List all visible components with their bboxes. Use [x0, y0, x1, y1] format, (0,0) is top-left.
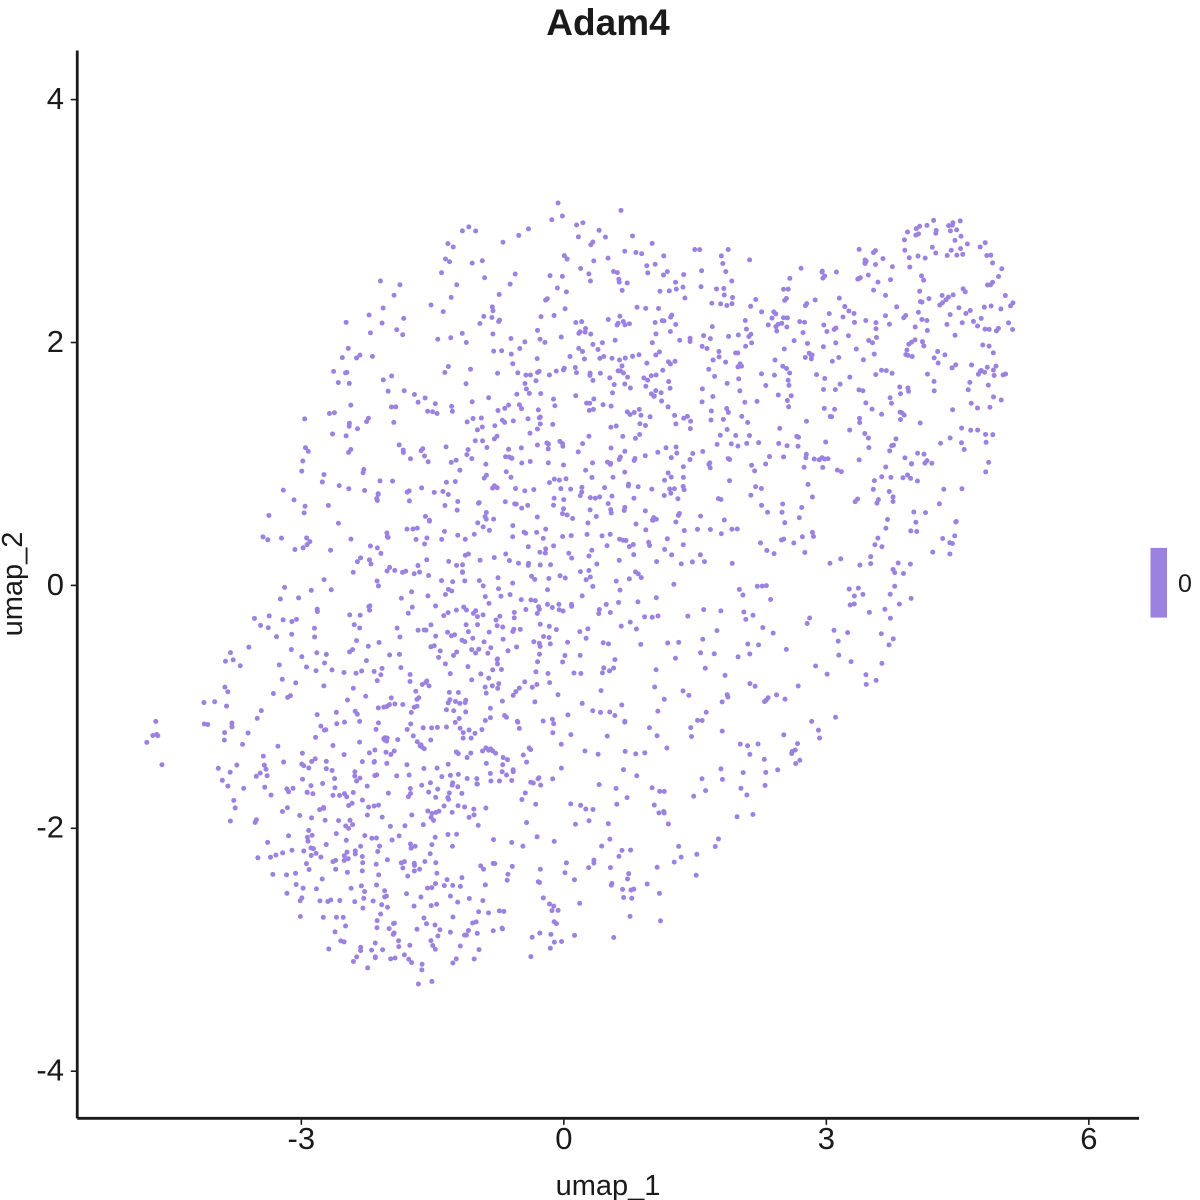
svg-text:3: 3: [818, 1121, 835, 1156]
svg-text:umap_1: umap_1: [556, 1170, 661, 1200]
svg-text:0: 0: [555, 1121, 572, 1156]
svg-text:6: 6: [1080, 1121, 1097, 1156]
svg-text:-3: -3: [288, 1121, 316, 1156]
svg-text:Adam4: Adam4: [546, 2, 670, 43]
svg-text:-2: -2: [36, 810, 64, 845]
svg-text:4: 4: [47, 81, 64, 116]
svg-text:2: 2: [47, 324, 64, 359]
svg-text:-4: -4: [36, 1053, 64, 1088]
svg-text:0: 0: [47, 567, 64, 602]
svg-text:0: 0: [1178, 570, 1192, 598]
svg-text:umap_2: umap_2: [0, 532, 29, 637]
